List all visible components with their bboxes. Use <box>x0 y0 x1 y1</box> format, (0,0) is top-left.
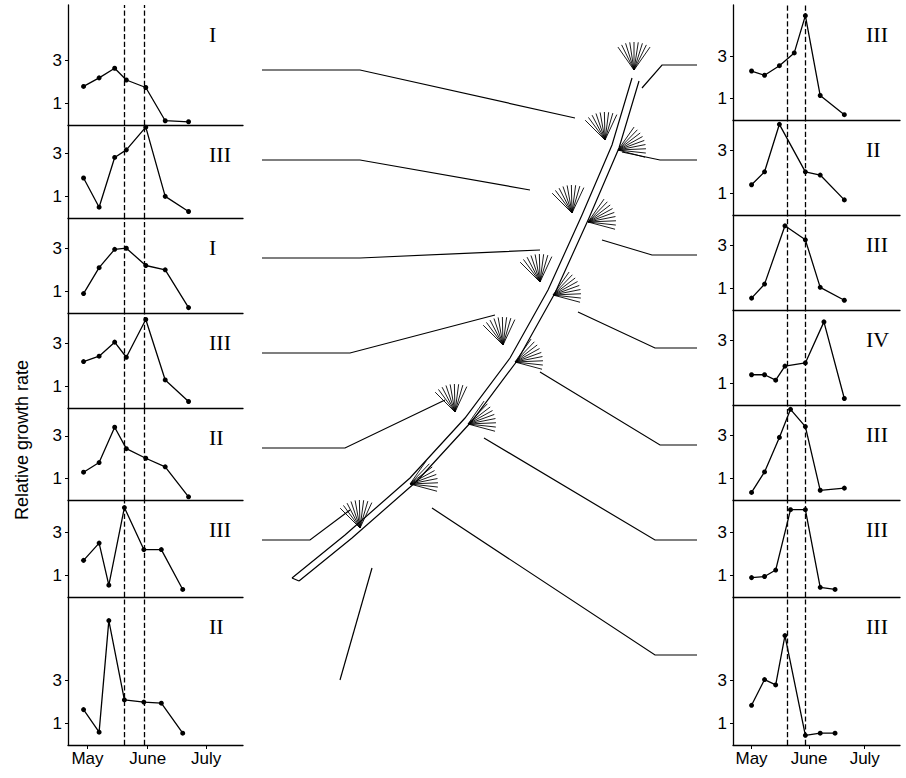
svg-text:III: III <box>209 142 231 167</box>
svg-text:3: 3 <box>718 523 727 542</box>
svg-text:July: July <box>850 749 881 768</box>
svg-text:1: 1 <box>53 187 62 206</box>
svg-text:May: May <box>735 749 768 768</box>
svg-text:III: III <box>866 517 888 542</box>
svg-text:II: II <box>866 137 881 162</box>
svg-text:3: 3 <box>718 236 727 255</box>
svg-text:1: 1 <box>718 279 727 298</box>
svg-text:1: 1 <box>718 374 727 393</box>
svg-text:May: May <box>71 749 104 768</box>
svg-text:1: 1 <box>53 566 62 585</box>
svg-text:III: III <box>209 517 231 542</box>
svg-text:II: II <box>209 614 224 639</box>
svg-text:1: 1 <box>53 377 62 396</box>
svg-text:3: 3 <box>718 141 727 160</box>
svg-text:I: I <box>209 235 216 260</box>
svg-text:III: III <box>866 232 888 257</box>
svg-text:3: 3 <box>53 144 62 163</box>
svg-text:III: III <box>866 614 888 639</box>
svg-text:IV: IV <box>866 327 889 352</box>
svg-text:1: 1 <box>53 94 62 113</box>
svg-text:3: 3 <box>53 239 62 258</box>
svg-text:III: III <box>866 22 888 47</box>
svg-text:3: 3 <box>53 334 62 353</box>
svg-text:3: 3 <box>718 426 727 445</box>
svg-text:3: 3 <box>53 671 62 690</box>
svg-text:3: 3 <box>718 47 727 66</box>
svg-text:1: 1 <box>718 469 727 488</box>
svg-text:3: 3 <box>718 331 727 350</box>
svg-text:1: 1 <box>53 282 62 301</box>
svg-text:3: 3 <box>53 426 62 445</box>
svg-text:1: 1 <box>53 714 62 733</box>
svg-text:3: 3 <box>53 523 62 542</box>
svg-text:June: June <box>791 749 828 768</box>
svg-text:III: III <box>866 422 888 447</box>
svg-text:June: June <box>129 749 166 768</box>
svg-text:1: 1 <box>53 469 62 488</box>
svg-text:I: I <box>209 22 216 47</box>
svg-text:III: III <box>209 330 231 355</box>
svg-text:1: 1 <box>718 184 727 203</box>
svg-text:July: July <box>191 749 222 768</box>
svg-text:1: 1 <box>718 89 727 108</box>
svg-text:1: 1 <box>718 566 727 585</box>
svg-text:II: II <box>209 425 224 450</box>
svg-text:1: 1 <box>718 714 727 733</box>
svg-text:Relative growth rate: Relative growth rate <box>12 360 32 520</box>
svg-text:3: 3 <box>718 671 727 690</box>
svg-text:3: 3 <box>53 51 62 70</box>
